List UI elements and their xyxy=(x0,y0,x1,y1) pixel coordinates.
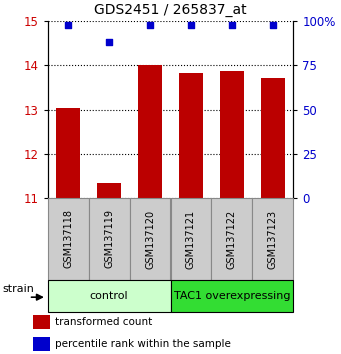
Text: GSM137119: GSM137119 xyxy=(104,210,114,268)
Bar xyxy=(33,337,50,350)
Bar xyxy=(56,108,80,198)
Bar xyxy=(97,183,121,198)
Point xyxy=(106,40,112,45)
Text: strain: strain xyxy=(2,284,34,293)
Bar xyxy=(33,315,50,329)
Point xyxy=(65,22,71,28)
Text: GSM137122: GSM137122 xyxy=(227,209,237,269)
Point xyxy=(229,22,235,28)
Bar xyxy=(89,198,130,280)
Bar xyxy=(130,198,170,280)
Bar xyxy=(170,198,211,280)
Point xyxy=(270,22,276,28)
Text: TAC1 overexpressing: TAC1 overexpressing xyxy=(174,291,290,301)
Bar xyxy=(220,71,244,198)
Text: GSM137121: GSM137121 xyxy=(186,209,196,269)
Point xyxy=(188,22,194,28)
Bar xyxy=(261,78,285,198)
Bar xyxy=(170,280,293,312)
Text: GSM137123: GSM137123 xyxy=(268,209,278,269)
Bar xyxy=(48,280,170,312)
Point xyxy=(147,22,153,28)
Text: GSM137120: GSM137120 xyxy=(145,209,155,269)
Text: transformed count: transformed count xyxy=(55,317,152,327)
Bar xyxy=(138,65,162,198)
Bar xyxy=(211,198,252,280)
Bar xyxy=(48,198,89,280)
Bar xyxy=(252,198,293,280)
Text: GSM137118: GSM137118 xyxy=(63,210,73,268)
Bar xyxy=(179,73,203,198)
Title: GDS2451 / 265837_at: GDS2451 / 265837_at xyxy=(94,4,247,17)
Text: percentile rank within the sample: percentile rank within the sample xyxy=(55,339,231,349)
Text: control: control xyxy=(90,291,129,301)
